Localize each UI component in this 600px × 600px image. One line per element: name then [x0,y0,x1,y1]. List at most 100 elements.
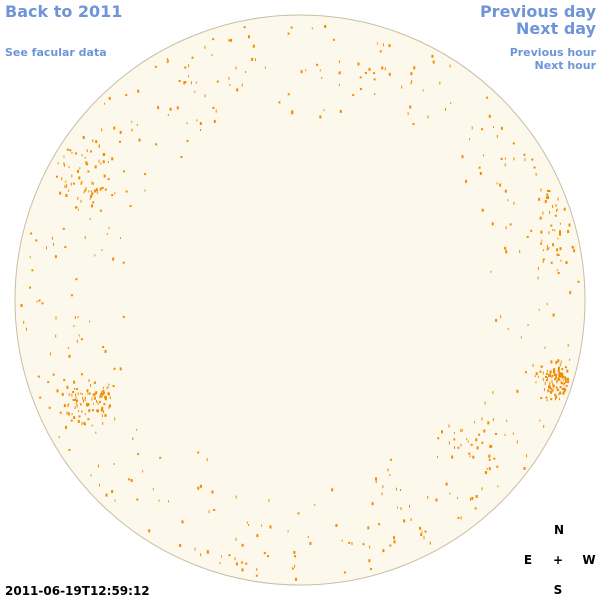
facula [103,174,106,178]
facula [101,414,103,418]
facula [552,382,554,385]
facula [114,192,116,195]
facula [573,249,576,253]
facula [546,376,548,380]
facula [486,467,488,470]
facula [88,379,90,383]
back-link[interactable]: Back to 2011 [5,2,122,21]
facula [560,360,562,364]
facula [421,530,423,533]
facula [338,60,340,64]
facula [98,483,100,487]
facula [535,372,538,376]
next-day-link[interactable]: Next day [516,19,597,38]
facula [287,93,290,96]
compass-center: + [553,553,563,567]
facula [556,380,558,384]
facula [112,385,115,387]
facula [558,388,560,391]
facula [101,406,103,409]
facula [300,70,303,74]
facula [567,381,570,384]
facula [554,372,556,375]
facula [188,75,190,78]
facula [410,82,412,85]
facula [373,72,376,75]
facula [422,89,424,92]
facula [538,308,540,311]
facula [546,244,548,248]
facula [427,495,429,499]
facula [474,421,475,424]
facula [80,199,82,203]
facula [63,162,65,166]
facula [61,392,64,396]
previous-hour-link[interactable]: Previous hour [510,46,597,59]
facula [471,126,473,130]
facula [559,363,561,367]
facula [548,190,551,192]
facula [513,157,515,161]
facula [316,63,319,66]
facula [470,497,471,501]
facula [91,192,94,196]
facula [87,418,90,421]
facula [77,169,79,173]
facula [101,128,103,132]
facula [158,499,160,502]
facula [437,456,438,459]
facula [556,248,559,252]
facula [92,201,95,204]
facula [335,524,338,527]
facula [504,433,506,436]
facula [451,455,454,459]
facula [75,402,77,405]
facula [449,64,451,68]
facula [483,429,486,433]
facula [88,190,90,193]
facula [105,493,108,497]
facula [234,557,236,561]
facula [533,166,536,169]
facula [538,197,541,201]
facula [57,162,59,165]
facula [557,272,560,274]
facula [429,541,431,545]
facula [64,185,66,188]
compass-north: N [554,523,564,537]
facula [400,489,401,491]
facula [73,387,75,390]
next-hour-link[interactable]: Next hour [535,59,597,72]
facula [111,490,114,493]
facula [504,157,506,160]
facula [488,454,491,458]
previous-day-link[interactable]: Previous day [480,2,597,21]
facula [474,507,477,510]
facula [555,386,558,389]
facula [382,485,384,489]
facula [100,393,103,395]
facula [119,237,121,240]
facula [531,158,534,161]
facula [37,375,40,378]
facula [551,380,553,384]
facula [483,154,485,157]
facula [90,474,92,477]
facula [558,393,560,396]
facular-link[interactable]: See facular data [5,46,107,59]
facula [484,471,486,474]
facula [255,574,258,577]
facula [375,480,377,484]
facula [108,405,110,409]
facula [99,395,101,399]
facula [475,495,478,498]
facula [92,393,94,397]
facula [90,190,92,193]
facula [125,190,128,193]
facula [131,128,133,132]
facula [70,294,73,297]
facula [215,109,217,113]
facula [563,375,565,378]
facula [74,206,77,209]
facula [77,392,79,396]
